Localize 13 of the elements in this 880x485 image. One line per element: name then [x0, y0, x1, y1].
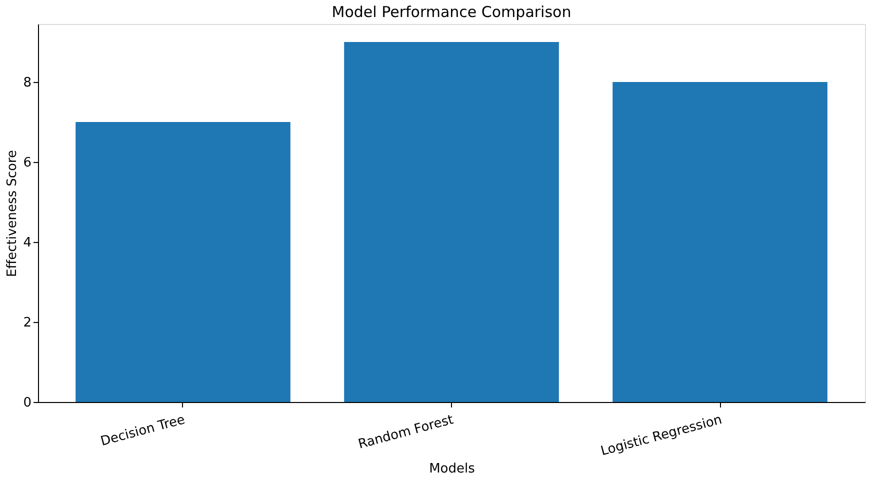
y-tick-label: 2	[23, 316, 32, 330]
bar	[344, 42, 559, 402]
x-axis-title: Models	[429, 461, 476, 476]
bar	[76, 122, 290, 402]
y-axis-title: Effectiveness Score	[5, 150, 20, 278]
y-tick-label: 6	[23, 156, 32, 170]
chart-title: Model Performance Comparison	[332, 3, 572, 21]
y-tick-label: 4	[23, 236, 32, 250]
x-tick-label: Random Forest	[356, 412, 456, 452]
x-tick-label: Decision Tree	[99, 412, 187, 450]
bar	[612, 82, 828, 402]
y-tick-label: 0	[23, 396, 32, 410]
y-tick-label: 8	[23, 76, 32, 90]
